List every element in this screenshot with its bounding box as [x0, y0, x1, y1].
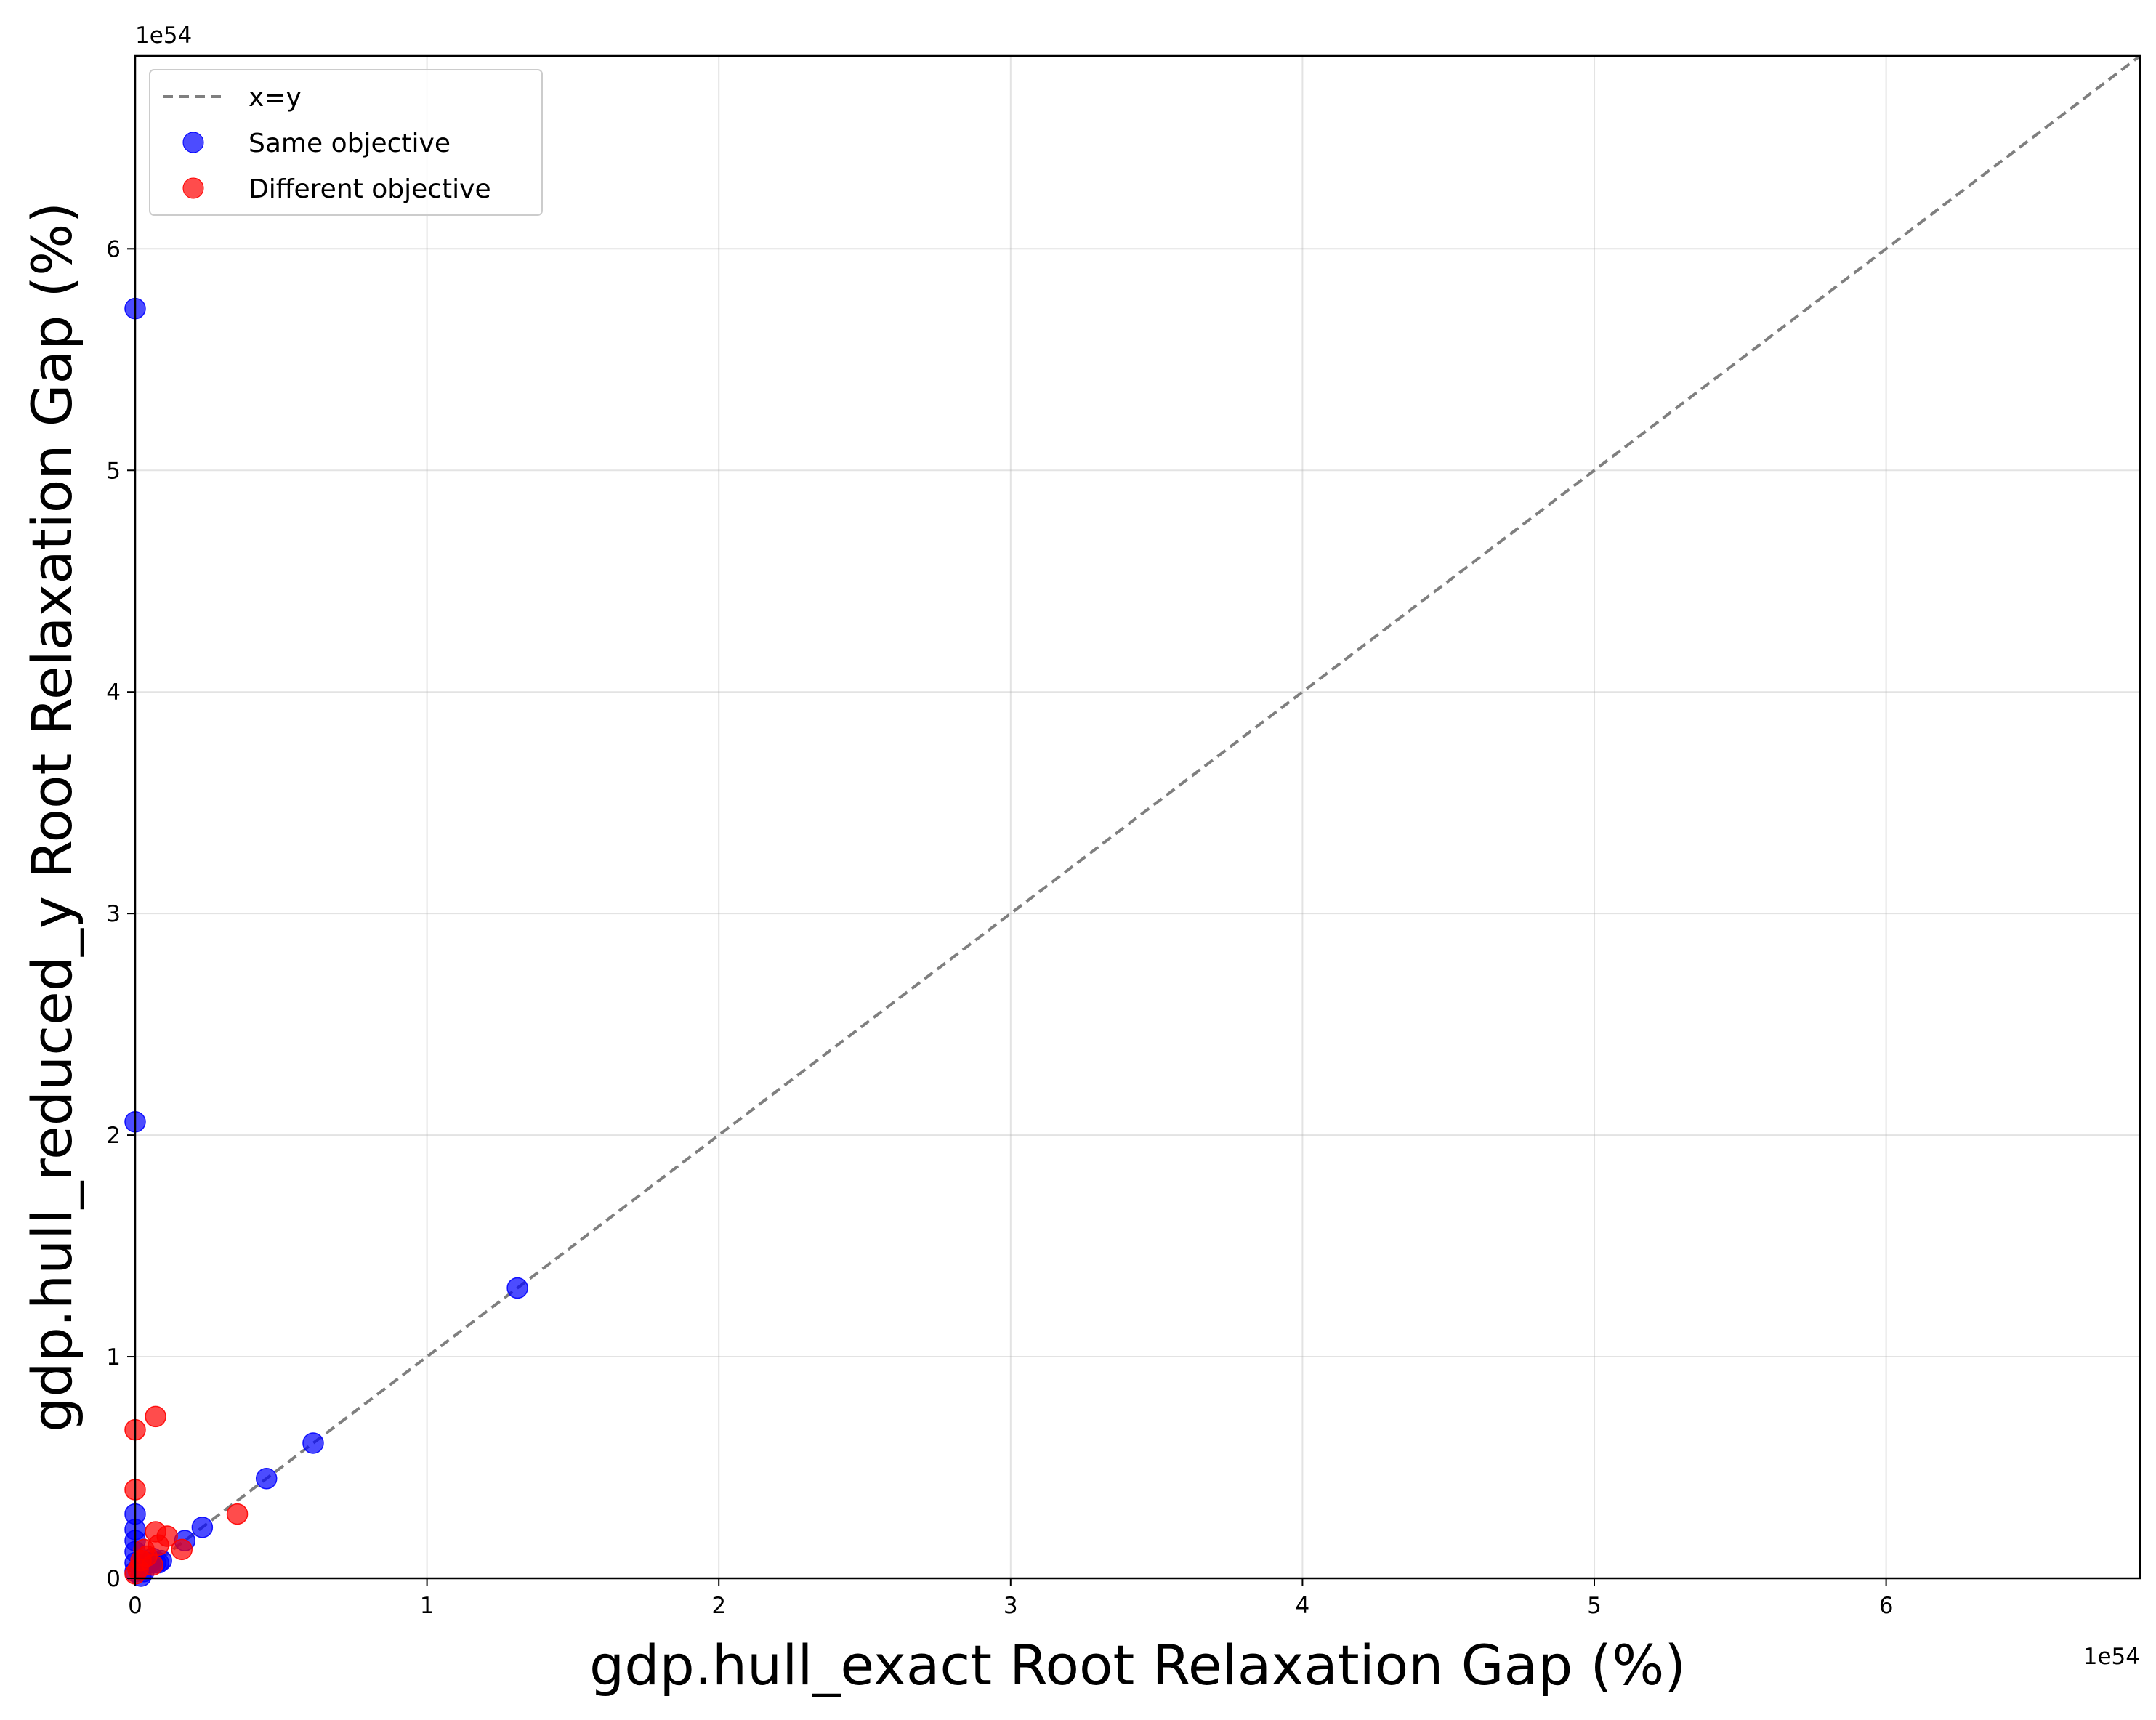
- legend-label-xy: x=y: [249, 83, 302, 113]
- point-same-objective: [302, 1432, 324, 1454]
- legend-marker-different-objective: [182, 177, 204, 199]
- x-tick-label: 4: [1296, 1593, 1310, 1619]
- y-tick-label: 0: [106, 1566, 121, 1592]
- y-tick-label: 6: [106, 236, 121, 262]
- legend-marker-same-objective: [182, 132, 204, 153]
- point-different-objective: [133, 1538, 155, 1561]
- x-tick-label: 6: [1879, 1593, 1894, 1619]
- x-tick-label: 3: [1004, 1593, 1018, 1619]
- grid-layer: [134, 56, 2140, 1579]
- legend-label-different-objective: Different objective: [249, 174, 491, 204]
- x-tick-label: 2: [711, 1593, 726, 1619]
- reference-line-layer: [134, 54, 2141, 1580]
- point-same-objective: [506, 1277, 528, 1299]
- y-tick-label: 2: [106, 1123, 121, 1149]
- x-axis-label: gdp.hull_exact Root Relaxation Gap (%): [589, 1633, 1686, 1697]
- y-tick-label: 1: [106, 1344, 121, 1370]
- x-axis-offset-label: 1e54: [2083, 1644, 2140, 1670]
- legend-label-same-objective: Same objective: [249, 129, 451, 158]
- point-different-objective: [145, 1405, 166, 1428]
- legend: x=y Same objective Different objective: [149, 69, 543, 216]
- point-different-objective: [171, 1538, 193, 1561]
- y-tick-label: 5: [106, 458, 121, 484]
- point-same-objective: [191, 1517, 214, 1538]
- y-tick-label: 4: [106, 679, 121, 706]
- x-tick-label: 5: [1587, 1593, 1602, 1619]
- x-tick-label: 0: [128, 1593, 142, 1619]
- ticks-layer: 0 1 2 3 4 5 6 0 1 2 3 4 5 6: [106, 236, 1893, 1619]
- legend-box: [149, 69, 543, 216]
- y-axis-label: gdp.hull_reduced_y Root Relaxation Gap (…: [20, 202, 84, 1432]
- point-same-objective: [255, 1468, 278, 1490]
- x-tick-label: 1: [420, 1593, 435, 1619]
- y-tick-label: 3: [106, 901, 121, 927]
- reference-line-xy: [134, 54, 2141, 1580]
- plot-frame: [134, 54, 2141, 1580]
- y-axis-offset-label: 1e54: [135, 23, 192, 49]
- point-different-objective: [226, 1503, 249, 1525]
